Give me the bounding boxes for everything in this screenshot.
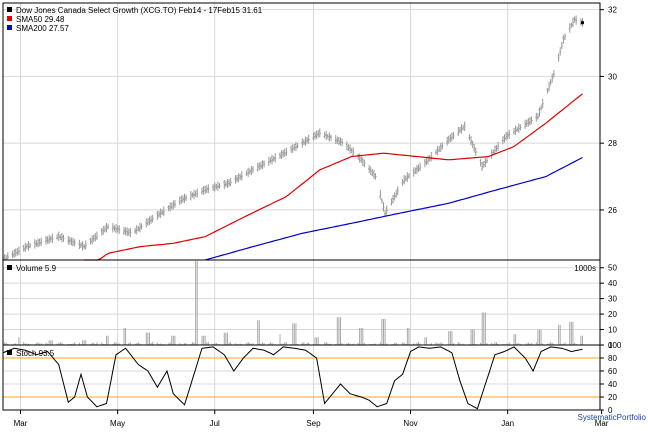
volume-tick-label: 50 (608, 264, 617, 273)
x-tick-label: Sep (306, 419, 321, 428)
x-tick-label: Mar (14, 419, 28, 428)
stoch-tick-label: 60 (608, 367, 617, 376)
volume-tick-label: 40 (608, 279, 617, 288)
volume-tick-label: 30 (608, 295, 617, 304)
watermark: SystematicPortfolio (578, 413, 647, 422)
x-tick-label: Jan (501, 419, 514, 428)
price-tick-label: 26 (608, 206, 617, 215)
legend-swatch-sma50 (7, 16, 12, 21)
legend-swatch-price (7, 7, 12, 12)
stoch-tick-label: 80 (608, 354, 617, 363)
legend-sma50: SMA50 29.48 (16, 15, 65, 24)
price-y-axis: 26 28 30 32 (600, 6, 617, 215)
price-tick-label: 30 (608, 72, 617, 81)
volume-bars (2, 261, 583, 345)
volume-units: 1000s (574, 264, 596, 273)
stoch-line (2, 346, 583, 410)
price-legend: Dow Jones Canada Select Growth (XCG.TO) … (7, 6, 263, 33)
volume-grid (3, 260, 600, 346)
x-tick-label: Jul (210, 419, 220, 428)
volume-tick-label: 20 (608, 310, 617, 319)
volume-tick-label: 0 (608, 341, 613, 350)
volume-tick-label: 10 (608, 326, 617, 335)
legend-swatch-stoch (7, 350, 12, 355)
legend-sma200: SMA200 27.57 (16, 24, 69, 33)
x-tick-label: Mar (595, 419, 609, 428)
x-tick-label: May (110, 419, 125, 428)
volume-panel: 0 10 20 30 40 50 Volume 5.9 1000s (2, 259, 617, 350)
stoch-tick-label: 0 (608, 406, 613, 415)
price-bars (2, 15, 584, 261)
sma50-line (84, 93, 583, 261)
moving-averages (84, 93, 583, 261)
stoch-reference-lines (3, 357, 600, 398)
last-price-marker (580, 21, 584, 25)
x-tick-label: Nov (403, 419, 417, 428)
stoch-tick-label: 20 (608, 393, 617, 402)
price-tick-label: 28 (608, 139, 617, 148)
price-title: Dow Jones Canada Select Growth (XCG.TO) … (16, 6, 263, 15)
stoch-tick-label: 100 (608, 341, 622, 350)
stoch-frame (2, 344, 601, 411)
x-axis: Mar May Jul Sep Nov Jan Mar (14, 410, 609, 428)
price-grid (3, 3, 600, 260)
sma200-line (205, 156, 583, 261)
price-panel: 26 28 30 32 Dow Jones Canada Select Growth … (2, 2, 617, 261)
stoch-line-group (2, 346, 583, 410)
legend-swatch-sma200 (7, 25, 12, 30)
volume-title: Volume 5.9 (16, 264, 57, 273)
stoch-tick-label: 40 (608, 380, 617, 389)
stoch-title: Stoch 93.5 (16, 349, 55, 358)
legend-swatch-volume (7, 265, 12, 270)
price-tick-label: 32 (608, 6, 617, 15)
stoch-y-axis: 0 20 40 60 80 100 (600, 341, 622, 415)
stoch-panel: 0 20 40 60 80 100 Stoch 93.5 (2, 341, 622, 415)
